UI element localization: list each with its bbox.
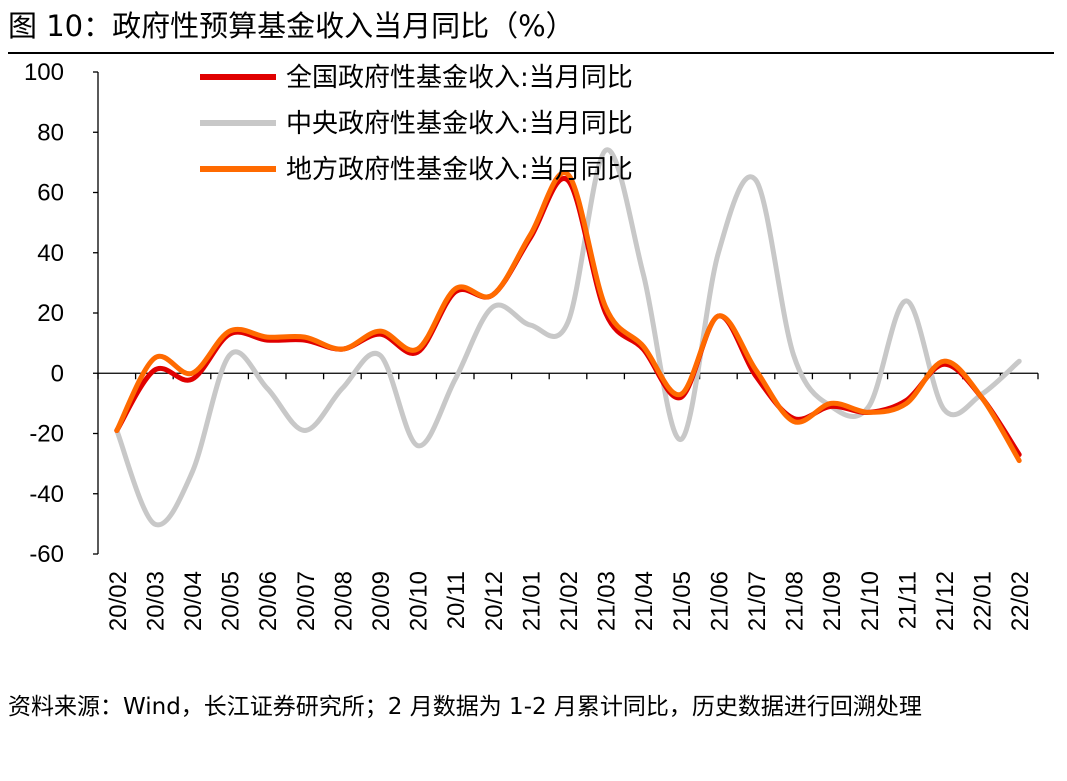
x-tick-label: 21/08 — [782, 571, 809, 631]
y-tick-label: -20 — [29, 421, 64, 448]
line-chart: 100 80 60 40 20 0 -20 -40 -60 20/02 20/03 20/04 20/0… — [24, 59, 1039, 631]
x-tick-label: 20/10 — [406, 571, 433, 631]
chart-axes: 100 80 60 40 20 0 -20 -40 -60 20/02 20/03 20/04 20/0… — [24, 59, 1039, 631]
x-tick-label: 21/02 — [556, 571, 583, 631]
series-line-3 — [114, 170, 1022, 464]
legend-label-3: 地方政府性基金收入:当月同比 — [286, 155, 633, 185]
x-tick-label: 20/07 — [293, 571, 320, 631]
y-tick-label: 0 — [51, 360, 64, 387]
x-tick-label: 21/06 — [706, 571, 733, 631]
source-note: 资料来源：Wind，长江证券研究所；2 月数据为 1-2 月累计同比，历史数据进… — [8, 694, 922, 720]
x-tick-label: 21/04 — [631, 571, 658, 631]
x-tick-label: 22/02 — [1007, 571, 1034, 631]
x-tick-label: 20/11 — [443, 571, 470, 629]
x-tick-label: 21/09 — [819, 571, 846, 631]
x-tick-label: 21/03 — [594, 571, 621, 631]
y-tick-label: -60 — [29, 541, 64, 568]
y-tick-label: 20 — [37, 300, 64, 327]
y-tick-label: 80 — [37, 119, 64, 146]
figure-title: 图 10：政府性预算基金收入当月同比（%） — [8, 9, 575, 43]
title-rule — [8, 52, 1054, 54]
x-tick-label: 20/05 — [218, 571, 245, 631]
x-tick-label: 21/07 — [744, 571, 771, 631]
x-tick-label: 20/12 — [481, 571, 508, 631]
x-tick-label: 20/04 — [180, 571, 207, 631]
y-tick-label: 60 — [37, 180, 64, 207]
x-tick-label: 21/10 — [857, 571, 884, 631]
x-tick-label: 21/01 — [518, 571, 545, 631]
y-tick-label: 100 — [24, 59, 64, 86]
x-tick-label: 20/02 — [105, 571, 132, 631]
x-tick-label: 21/12 — [932, 571, 959, 631]
y-tick-label: 40 — [37, 240, 64, 267]
x-tick-label: 20/06 — [255, 571, 282, 631]
x-tick-label: 20/09 — [368, 571, 395, 631]
chart-series — [114, 147, 1022, 528]
x-tick-label: 20/08 — [330, 571, 357, 631]
chart-legend: 全国政府性基金收入:当月同比中央政府性基金收入:当月同比地方政府性基金收入:当月… — [200, 63, 633, 185]
y-tick-label: -40 — [29, 481, 64, 508]
x-tick-label: 21/05 — [669, 571, 696, 631]
x-tick-label: 21/11 — [894, 571, 921, 629]
x-tick-label: 22/01 — [970, 571, 997, 631]
legend-label-1: 全国政府性基金收入:当月同比 — [286, 63, 633, 93]
legend-label-2: 中央政府性基金收入:当月同比 — [286, 109, 633, 139]
x-tick-label: 20/03 — [142, 571, 169, 631]
